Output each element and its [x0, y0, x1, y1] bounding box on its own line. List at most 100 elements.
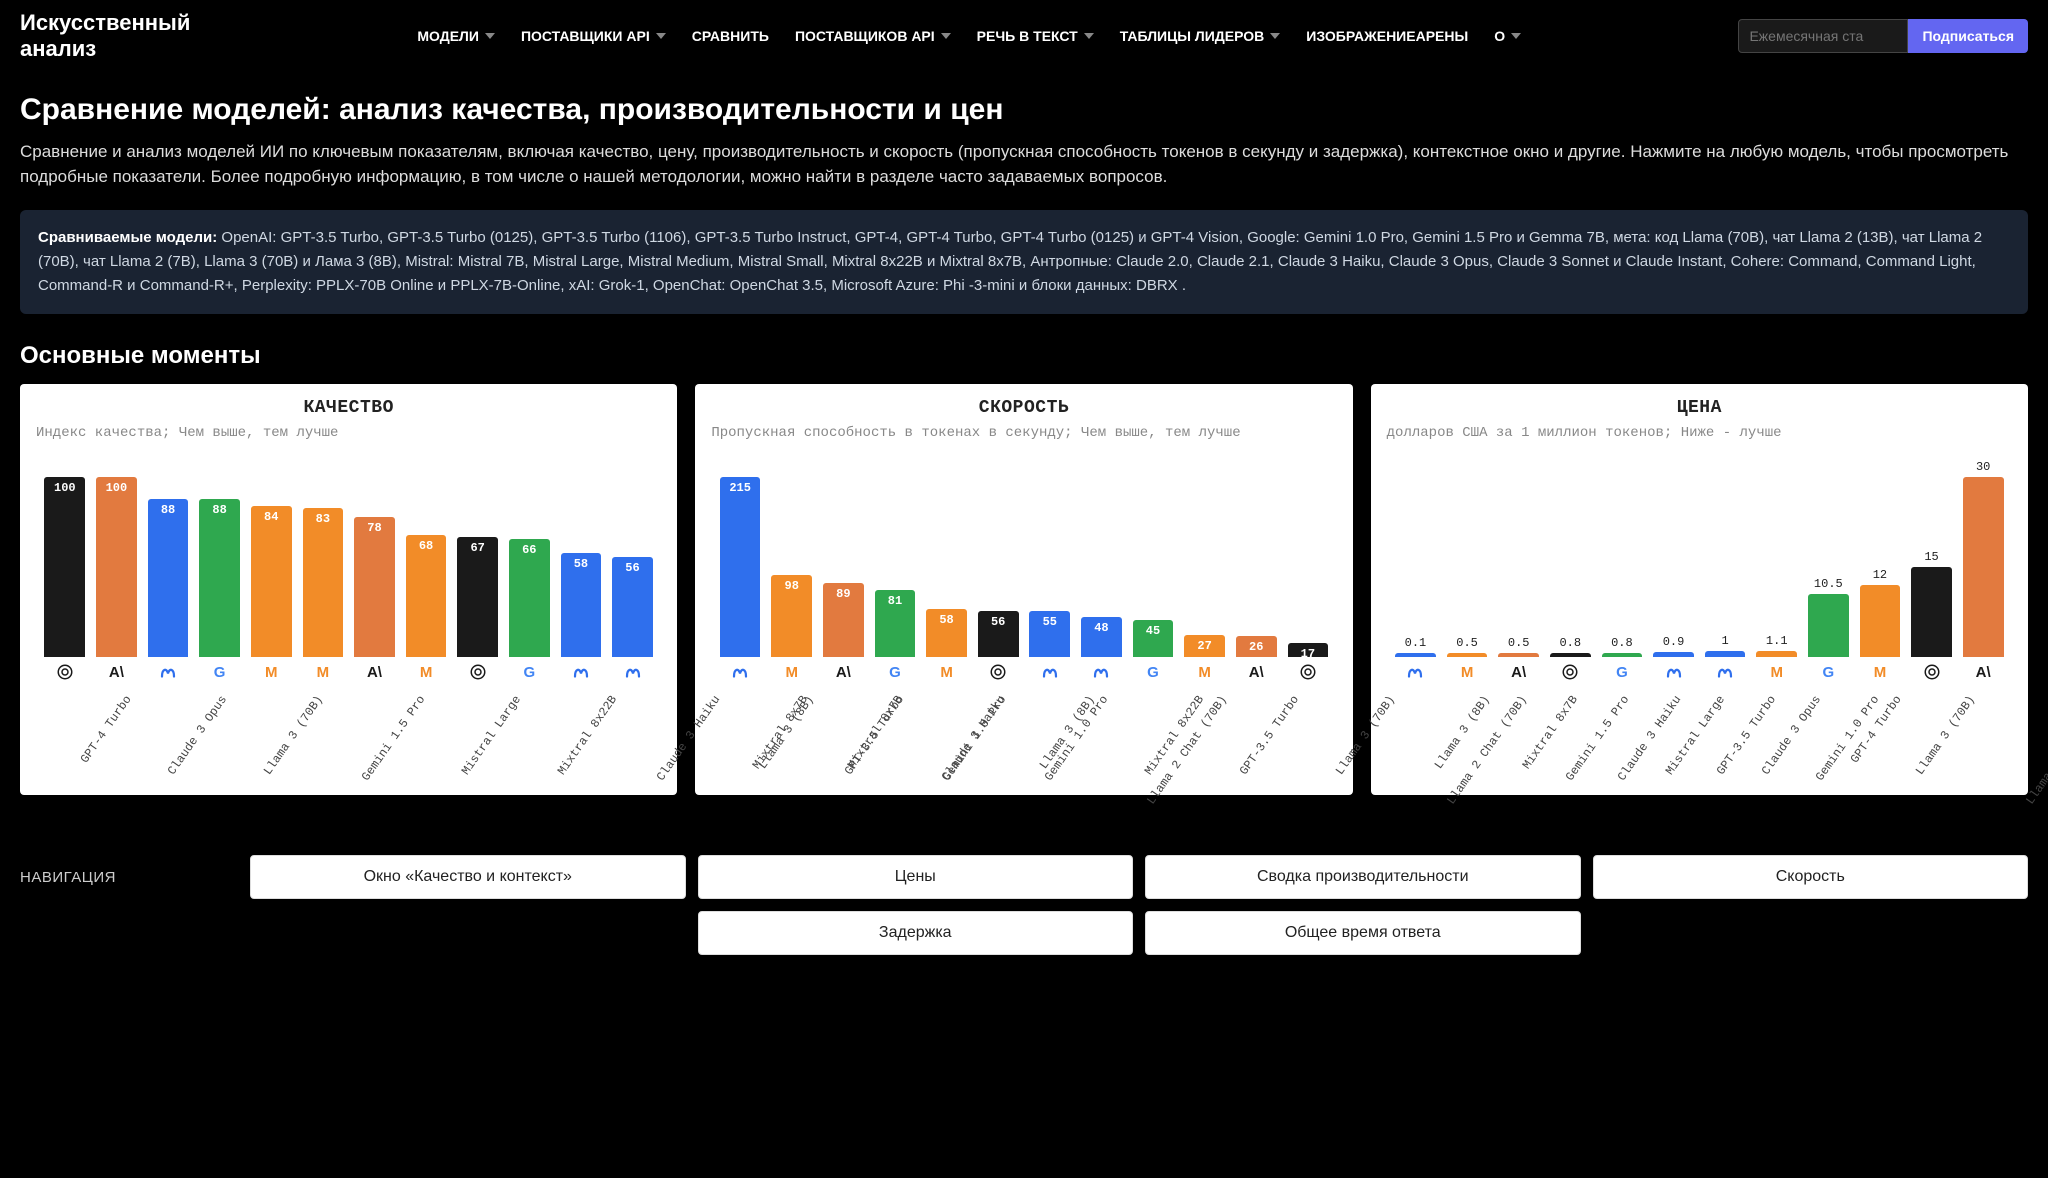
bar-value: 30 — [1976, 460, 1990, 474]
chart-labels-row: Llama 3 (8B)Mixtral 8x7BClaude 3 HaikuGe… — [711, 685, 1336, 785]
bottom-nav-grid: Окно «Качество и контекст» Цены Сводка п… — [250, 855, 2028, 955]
vendor-icon-meta — [1077, 663, 1127, 681]
vendor-icon-openai — [1283, 663, 1333, 681]
bar-value: 26 — [1249, 640, 1263, 654]
chart-bar[interactable]: 88 — [143, 499, 193, 657]
nav-image-arena[interactable]: ИЗОБРАЖЕНИЕАРЕНЫ — [1296, 22, 1478, 51]
vendor-icon-google: G — [195, 663, 245, 681]
vendor-icon-mistral: M — [1855, 663, 1905, 681]
chart-bar[interactable]: 0.9 — [1649, 635, 1699, 657]
subscribe-button[interactable]: Подписаться — [1908, 19, 2028, 53]
chart-bar[interactable]: 12 — [1855, 568, 1905, 657]
quality-chart-card: КАЧЕСТВОИндекс качества; Чем выше, тем л… — [20, 384, 677, 796]
chart-label-cell: Claude 3 Opus — [121, 685, 215, 785]
email-input[interactable] — [1738, 19, 1908, 53]
bar-rect: 17 — [1288, 643, 1329, 657]
bar-value: 0.5 — [1508, 636, 1530, 650]
chart-bar[interactable]: 83 — [298, 508, 348, 657]
chart-bar[interactable]: 55 — [1025, 611, 1075, 657]
chart-bar[interactable]: 78 — [350, 517, 400, 657]
nav-compare-api[interactable]: ПОСТАВЩИКОВ API — [785, 22, 961, 51]
chart-bar[interactable]: 56 — [608, 557, 658, 658]
chart-bar[interactable]: 1.1 — [1752, 634, 1802, 658]
chart-label-cell: Llama 3 (70B) — [1869, 685, 1963, 785]
chart-bar[interactable]: 26 — [1231, 636, 1281, 658]
bar-rect — [1550, 653, 1591, 658]
nav-leaderboards[interactable]: ТАБЛИЦЫ ЛИДЕРОВ — [1110, 22, 1291, 51]
chart-bar[interactable]: 15 — [1907, 550, 1957, 657]
chart-bar[interactable]: 27 — [1180, 635, 1230, 658]
chart-bar[interactable]: 100 — [40, 477, 90, 657]
chart-bar[interactable]: 1 — [1700, 634, 1750, 657]
nav-api-providers[interactable]: ПОСТАВЩИКИ API — [511, 22, 676, 51]
nav-speech[interactable]: РЕЧЬ В ТЕКСТ — [967, 22, 1104, 51]
chart-bar[interactable]: 0.8 — [1545, 636, 1595, 658]
bar-value: 0.8 — [1559, 636, 1581, 650]
vendor-icon-mistral: M — [1442, 663, 1492, 681]
nav-btn-perf-summary[interactable]: Сводка производительности — [1145, 855, 1581, 899]
brand-logo[interactable]: Искусственный анализ — [20, 10, 200, 63]
chart-bar[interactable]: 30 — [1958, 460, 2008, 657]
bar-value: 78 — [367, 521, 381, 535]
vendor-icon-anthropic: A\ — [1494, 663, 1544, 681]
nav-btn-quality-context[interactable]: Окно «Качество и контекст» — [250, 855, 686, 899]
page-description: Сравнение и анализ моделей ИИ по ключевы… — [20, 139, 2028, 190]
bar-rect — [1860, 585, 1901, 657]
chart-bar[interactable]: 89 — [819, 583, 869, 658]
chart-bar[interactable]: 48 — [1077, 617, 1127, 657]
chart-bars: 2159889815856 55 48 4527 26 17 — [711, 457, 1336, 657]
chart-bar[interactable]: 0.5 — [1442, 636, 1492, 657]
chart-label-cell: GPT-4 Turbo — [40, 685, 119, 785]
nav-btn-latency[interactable]: Задержка — [698, 911, 1134, 955]
bar-rect: 58 — [926, 609, 967, 658]
chart-bar[interactable]: 17 — [1283, 643, 1333, 657]
chart-labels-row: GPT-4 TurboClaude 3 OpusLlama 3 (70B)Gem… — [36, 685, 661, 785]
chart-bar[interactable]: 100 — [92, 477, 142, 657]
bar-value: 55 — [1043, 615, 1057, 629]
chart-bar[interactable]: 81 — [870, 590, 920, 658]
nav-compare[interactable]: СРАВНИТЬ — [682, 22, 779, 51]
nav-about[interactable]: О — [1484, 22, 1531, 51]
chart-bar[interactable]: 0.1 — [1391, 636, 1441, 657]
nav-models[interactable]: МОДЕЛИ — [407, 22, 505, 51]
chart-bar[interactable]: 67 — [453, 537, 503, 658]
chart-bar[interactable]: 0.5 — [1494, 636, 1544, 657]
bar-rect: 98 — [771, 575, 812, 657]
bar-value: 100 — [54, 481, 76, 495]
chart-label-cell: Claude 3 Haiku — [607, 685, 708, 785]
chart-bar[interactable]: 0.8 — [1597, 636, 1647, 658]
chart-bar[interactable]: 45 — [1128, 620, 1178, 658]
chart-bar[interactable]: 58 — [556, 553, 606, 657]
bar-value: 0.5 — [1456, 636, 1478, 650]
chart-label-cell: Gemini 1.5 Pro — [312, 685, 413, 785]
chart-bar[interactable]: 58 — [922, 609, 972, 658]
nav-btn-speed[interactable]: Скорость — [1593, 855, 2029, 899]
vendor-icon-anthropic: A\ — [350, 663, 400, 681]
bar-value: 48 — [1094, 621, 1108, 635]
bar-value: 0.9 — [1663, 635, 1685, 649]
nav-speech-label: РЕЧЬ В ТЕКСТ — [977, 28, 1078, 45]
highlights-title: Основные моменты — [20, 342, 2028, 370]
chart-bar[interactable]: 68 — [401, 535, 451, 657]
chart-bar[interactable]: 56 — [973, 611, 1023, 658]
chart-bar[interactable]: 10.5 — [1804, 577, 1854, 657]
bar-rect: 89 — [823, 583, 864, 658]
bar-value: 84 — [264, 510, 278, 524]
nav-btn-prices[interactable]: Цены — [698, 855, 1134, 899]
top-nav: МОДЕЛИ ПОСТАВЩИКИ API СРАВНИТЬ ПОСТАВЩИК… — [208, 22, 1730, 51]
bar-value: 10.5 — [1814, 577, 1843, 591]
chart-bar[interactable]: 215 — [715, 477, 765, 657]
bar-rect: 215 — [720, 477, 761, 657]
chart-bar[interactable]: 84 — [246, 506, 296, 657]
chart-label-cell: Llama 3 (70B) — [1289, 685, 1383, 785]
chart-bar[interactable]: 88 — [195, 499, 245, 657]
vendor-icon-google: G — [1128, 663, 1178, 681]
nav-btn-total-time[interactable]: Общее время ответа — [1145, 911, 1581, 955]
chart-label-cell: Mixtral 8x22B — [511, 685, 605, 785]
chart-bar[interactable]: 66 — [504, 539, 554, 658]
chart-title: СКОРОСТЬ — [711, 398, 1336, 418]
bar-value: 68 — [419, 539, 433, 553]
vendor-icon-meta — [1025, 663, 1075, 681]
bar-rect: 100 — [96, 477, 137, 657]
chart-bar[interactable]: 98 — [767, 575, 817, 657]
